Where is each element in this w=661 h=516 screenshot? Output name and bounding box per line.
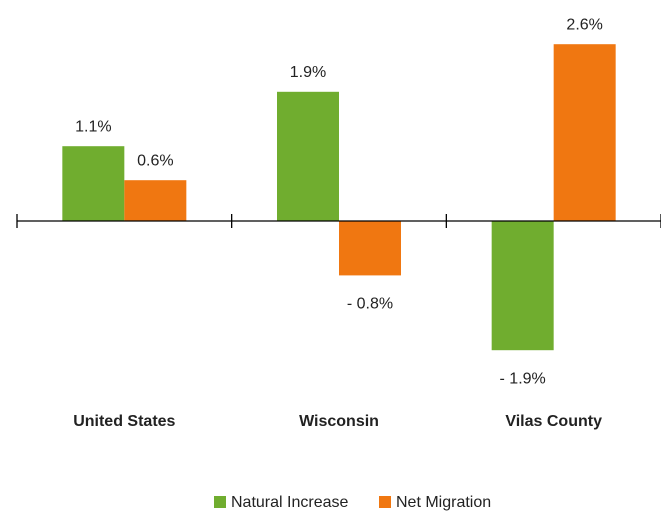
bar [277,91,339,221]
bar [124,180,187,221]
data-label: - 0.8% [347,296,393,313]
data-label: 1.1% [75,118,111,135]
x-tick-label: United States [73,413,175,430]
data-label: 0.6% [137,152,173,169]
legend-swatch [379,496,391,508]
data-label: 2.6% [566,16,602,33]
data-label: 1.9% [290,64,326,81]
bar [491,221,554,351]
legend-label: Net Migration [396,494,491,511]
bar [339,221,401,276]
bar [553,44,616,222]
data-label: - 1.9% [500,370,546,387]
legend-label: Natural Increase [231,494,348,511]
bar [62,146,125,221]
x-tick-label: Wisconsin [299,413,379,430]
x-tick-label: Vilas County [505,413,602,430]
legend-swatch [214,496,226,508]
